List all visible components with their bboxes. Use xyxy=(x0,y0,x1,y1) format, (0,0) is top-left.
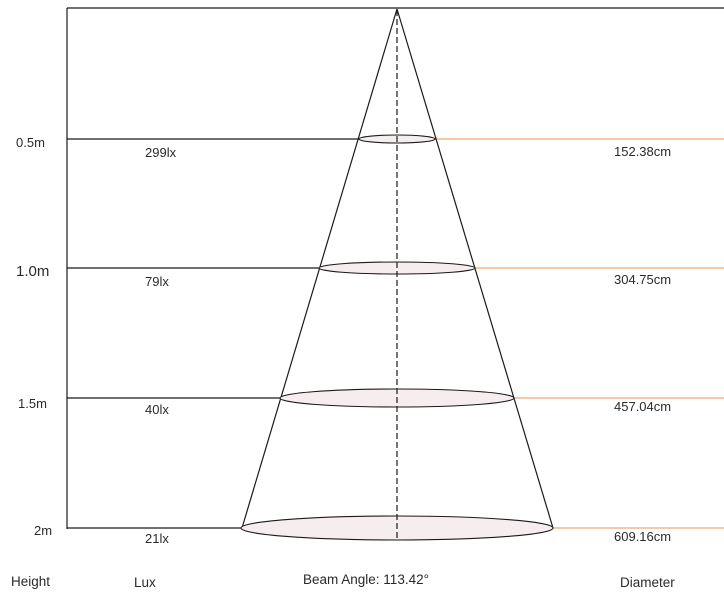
beam-angle-caption: Beam Angle: 113.42° xyxy=(303,572,429,587)
height-column-caption: Height xyxy=(11,574,50,589)
diameter-label-4: 609.16cm xyxy=(614,529,671,544)
diameter-lines xyxy=(435,138,724,529)
height-label-1: 0.5m xyxy=(16,135,45,150)
diameter-label-2: 304.75cm xyxy=(614,272,671,287)
lux-label-4: 21lx xyxy=(145,531,169,546)
lux-column-caption: Lux xyxy=(134,575,156,590)
height-label-3: 1.5m xyxy=(18,396,47,411)
diameter-label-1: 152.38cm xyxy=(614,144,671,159)
lux-label-3: 40lx xyxy=(145,402,169,417)
lux-label-1: 299lx xyxy=(145,145,177,160)
height-lines xyxy=(67,138,359,529)
height-label-2: 1.0m xyxy=(16,263,49,280)
height-label-4: 2m xyxy=(34,523,52,538)
diameter-column-caption: Diameter xyxy=(620,575,675,590)
diameter-label-3: 457.04cm xyxy=(614,399,671,414)
lux-label-2: 79lx xyxy=(145,274,169,289)
